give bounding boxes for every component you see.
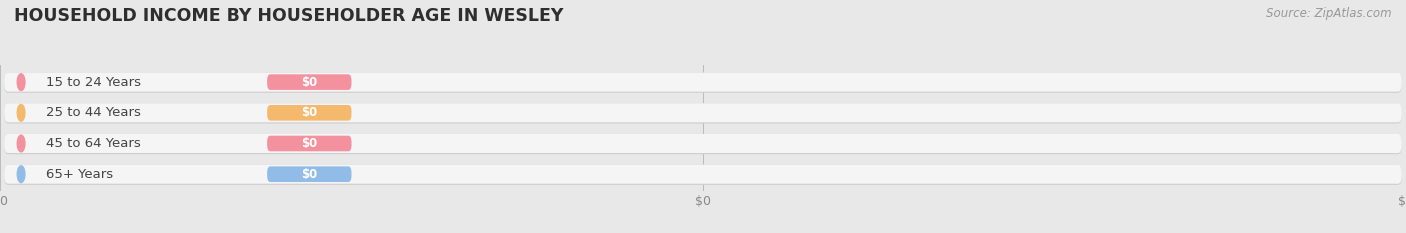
Circle shape — [17, 135, 25, 152]
FancyBboxPatch shape — [4, 73, 1402, 93]
Text: $0: $0 — [301, 76, 318, 89]
Text: $0: $0 — [301, 168, 318, 181]
Circle shape — [17, 166, 25, 182]
Text: HOUSEHOLD INCOME BY HOUSEHOLDER AGE IN WESLEY: HOUSEHOLD INCOME BY HOUSEHOLDER AGE IN W… — [14, 7, 564, 25]
Text: 45 to 64 Years: 45 to 64 Years — [46, 137, 141, 150]
Text: $0: $0 — [301, 106, 318, 119]
Circle shape — [17, 74, 25, 90]
FancyBboxPatch shape — [4, 165, 1402, 185]
Text: 25 to 44 Years: 25 to 44 Years — [46, 106, 141, 119]
FancyBboxPatch shape — [4, 134, 1402, 153]
FancyBboxPatch shape — [267, 166, 352, 182]
Text: 15 to 24 Years: 15 to 24 Years — [46, 76, 141, 89]
FancyBboxPatch shape — [267, 105, 352, 121]
Text: 65+ Years: 65+ Years — [46, 168, 112, 181]
FancyBboxPatch shape — [4, 73, 1402, 92]
FancyBboxPatch shape — [4, 165, 1402, 184]
Text: Source: ZipAtlas.com: Source: ZipAtlas.com — [1267, 7, 1392, 20]
Circle shape — [17, 104, 25, 121]
FancyBboxPatch shape — [267, 74, 352, 90]
FancyBboxPatch shape — [4, 103, 1402, 123]
Text: $0: $0 — [301, 137, 318, 150]
FancyBboxPatch shape — [4, 134, 1402, 154]
FancyBboxPatch shape — [4, 103, 1402, 122]
FancyBboxPatch shape — [267, 136, 352, 151]
